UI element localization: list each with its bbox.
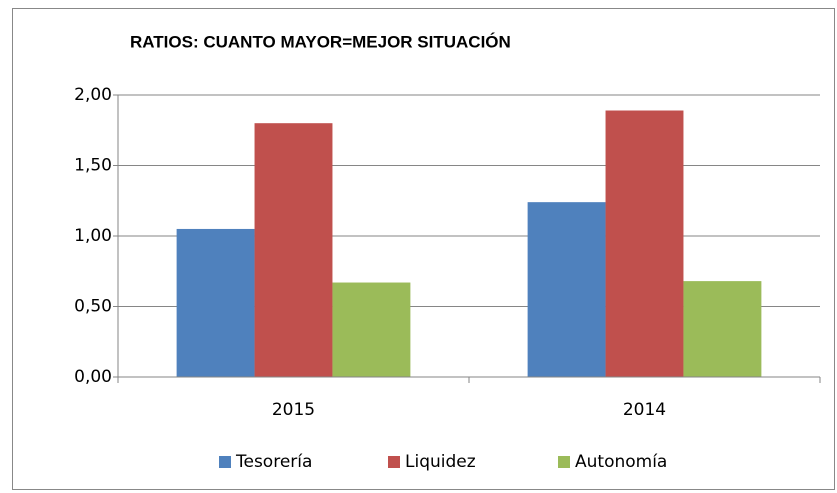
legend-swatch [388,456,400,468]
y-tick-label: 1,50 [74,156,112,176]
legend-label: Autonomía [575,452,667,472]
bar [527,202,606,377]
chart-title: RATIOS: CUANTO MAYOR=MEJOR SITUACIÓN [130,32,511,51]
legend-swatch [219,456,231,468]
x-tick-label: 2014 [623,400,666,420]
chart-frame [12,8,835,490]
bar [332,282,411,377]
legend-swatch [558,456,570,468]
legend-label: Tesorería [235,452,312,472]
y-tick-label: 1,00 [74,226,112,246]
bar [176,228,255,377]
x-tick-label: 2015 [272,400,315,420]
y-tick-label: 2,00 [74,85,112,105]
bar [254,123,333,377]
bar [605,110,684,377]
y-tick-label: 0,00 [74,367,112,387]
legend-label: Liquidez [405,452,476,472]
bar [683,281,762,377]
y-tick-label: 0,50 [74,297,112,317]
